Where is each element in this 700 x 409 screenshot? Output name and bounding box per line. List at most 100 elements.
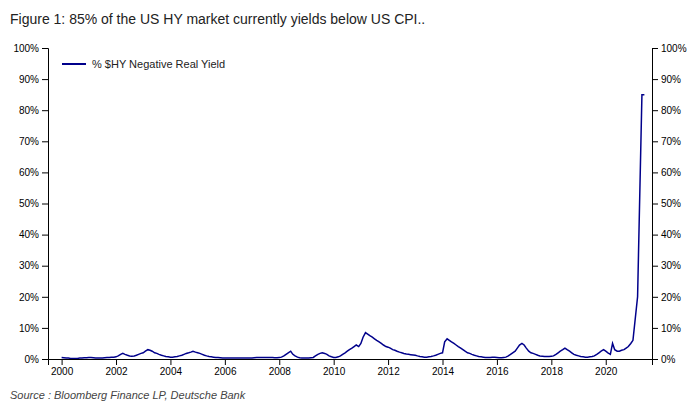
x-axis-tick-label: 2010 <box>323 366 346 377</box>
y2-axis-tick: 90% <box>652 74 681 85</box>
y2-axis-tick-label: 80% <box>661 105 681 116</box>
series-group <box>62 95 645 359</box>
y2-axis-tick-label: 70% <box>661 136 681 147</box>
y2-axis-tick: 100% <box>652 43 687 54</box>
y2-axis-tick-mark <box>652 141 658 142</box>
y2-axis-line <box>653 49 659 360</box>
x-axis-tick-mark <box>62 359 63 365</box>
x-axis-tick-label: 2008 <box>269 366 292 377</box>
y2-axis-tick-label: 30% <box>661 260 681 271</box>
x-axis-tick-label: 2014 <box>432 366 455 377</box>
y2-axis-tick-label: 60% <box>661 167 681 178</box>
x-axis-tick: 2006 <box>214 359 237 377</box>
y2-axis-tick: 40% <box>652 229 681 240</box>
y2-axis-tick: 20% <box>652 292 681 303</box>
y-axis-tick-label: 40% <box>19 229 39 240</box>
x-axis-tick-mark <box>225 359 226 365</box>
y-axis-tick: 10% <box>19 323 48 334</box>
x-axis-tick-mark <box>551 359 552 365</box>
x-axis-tick: 2020 <box>595 359 618 377</box>
legend-label: % $HY Negative Real Yield <box>92 58 225 70</box>
x-axis-tick: 2012 <box>377 359 400 377</box>
y-axis-tick: 90% <box>19 74 48 85</box>
x-axis-tick: 2018 <box>541 359 564 377</box>
y-axis-tick-mark <box>42 204 48 205</box>
y2-axis-tick-label: 90% <box>661 74 681 85</box>
x-axis-tick-label: 2004 <box>160 366 183 377</box>
legend: % $HY Negative Real Yield <box>62 58 225 70</box>
y-axis-tick-mark <box>42 328 48 329</box>
y-axis-tick-mark <box>42 235 48 236</box>
y2-axis-tick: 60% <box>652 167 681 178</box>
x-axis-tick-mark <box>443 359 444 365</box>
y-axis: 0% 10% 20% 30% 40% 50% 60% 70% 80% 90% 100% <box>13 43 48 365</box>
x-axis-tick: 2016 <box>486 359 509 377</box>
x-axis-tick-label: 2002 <box>105 366 128 377</box>
x-axis-tick-label: 2018 <box>541 366 564 377</box>
x-axis: 2000 2002 2004 2006 2008 2010 2012 2014 2016 2018… <box>49 359 653 377</box>
x-axis-tick-label: 2000 <box>51 366 74 377</box>
y-axis-tick: 20% <box>19 292 48 303</box>
y-axis-tick-mark <box>42 141 48 142</box>
y2-axis-tick: 80% <box>652 105 681 116</box>
x-axis-tick-label: 2016 <box>486 366 509 377</box>
y-axis-tick-label: 70% <box>19 136 39 147</box>
x-axis-tick-mark <box>116 359 117 365</box>
y-axis-tick-label: 50% <box>19 198 39 209</box>
y-axis-tick: 60% <box>19 167 48 178</box>
y2-axis-tick-label: 0% <box>661 354 676 365</box>
y2-axis-tick-mark <box>652 79 658 80</box>
x-axis-tick: 2010 <box>323 359 346 377</box>
chart-container: Figure 1: 85% of the US HY market curren… <box>0 0 700 409</box>
y-axis-tick: 40% <box>19 229 48 240</box>
x-axis-tick-label: 2020 <box>595 366 618 377</box>
y2-axis-tick-mark <box>652 266 658 267</box>
y-axis-line <box>42 49 49 360</box>
y2-axis-tick: 70% <box>652 136 681 147</box>
y2-axis-tick: 0% <box>652 354 676 365</box>
legend-swatch <box>62 63 86 65</box>
x-axis-tick-mark <box>279 359 280 365</box>
y2-axis-tick: 10% <box>652 323 681 334</box>
chart-svg: Figure 1: 85% of the US HY market curren… <box>0 0 700 409</box>
plot-area: 2000 2002 2004 2006 2008 2010 2012 2014 2016 2018… <box>13 43 686 377</box>
series-line <box>62 95 645 359</box>
y-axis-tick-label: 90% <box>19 74 39 85</box>
y-axis-tick-mark <box>42 359 48 360</box>
y2-axis-tick-label: 20% <box>661 292 681 303</box>
y2-axis-tick: 30% <box>652 260 681 271</box>
x-axis-tick-mark <box>334 359 335 365</box>
y2-axis-tick-label: 10% <box>661 323 681 334</box>
x-axis-tick-mark <box>388 359 389 365</box>
x-axis-tick-mark <box>606 359 607 365</box>
y-axis-tick-mark <box>42 110 48 111</box>
y-axis-tick: 80% <box>19 105 48 116</box>
x-axis-tick: 2000 <box>51 359 74 377</box>
y2-axis-tick-mark <box>652 110 658 111</box>
y-axis-tick-label: 100% <box>13 43 39 54</box>
y-axis-tick-label: 0% <box>25 354 40 365</box>
x-axis-line <box>49 360 653 366</box>
x-axis-tick-mark <box>497 359 498 365</box>
y2-axis-tick-mark <box>652 235 658 236</box>
y-axis-tick: 0% <box>25 354 48 365</box>
y-axis-tick-mark <box>42 297 48 298</box>
y2-axis-tick-mark <box>652 359 658 360</box>
y2-axis-tick-label: 100% <box>661 43 687 54</box>
y-axis-tick: 30% <box>19 260 48 271</box>
y-axis-tick-mark <box>42 266 48 267</box>
y-axis-tick: 70% <box>19 136 48 147</box>
y2-axis-tick-mark <box>652 172 658 173</box>
source-note: Source : Bloomberg Finance LP, Deutsche … <box>10 389 246 401</box>
y2-axis-tick-mark <box>652 48 658 49</box>
x-axis-tick-label: 2012 <box>377 366 400 377</box>
chart-title: Figure 1: 85% of the US HY market curren… <box>10 11 425 27</box>
y-axis-tick-mark <box>42 79 48 80</box>
x-axis-tick: 2008 <box>269 359 292 377</box>
y2-axis-tick-label: 40% <box>661 229 681 240</box>
y-axis-tick-mark <box>42 172 48 173</box>
y2-axis-tick-label: 50% <box>661 198 681 209</box>
x-axis-tick: 2004 <box>160 359 183 377</box>
y-axis-tick-label: 80% <box>19 105 39 116</box>
legend-item: % $HY Negative Real Yield <box>62 58 225 70</box>
